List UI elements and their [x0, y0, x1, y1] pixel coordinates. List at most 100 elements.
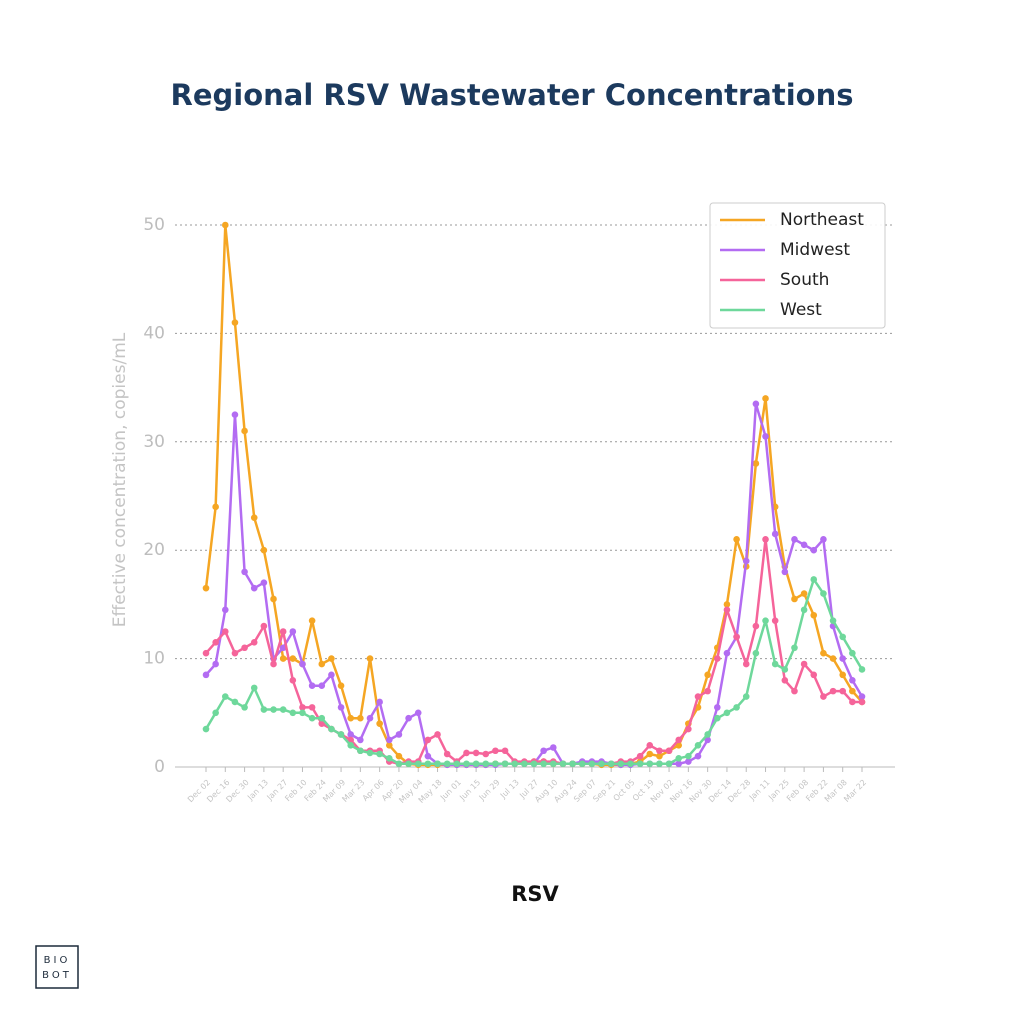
- data-point: [501, 760, 509, 768]
- data-point: [675, 742, 683, 749]
- data-point: [405, 760, 412, 768]
- data-point: [617, 760, 625, 768]
- data-point: [318, 660, 326, 668]
- data-point: [646, 750, 654, 758]
- y-tick-label: 20: [143, 540, 165, 560]
- data-point: [347, 736, 355, 744]
- data-point: [858, 693, 866, 700]
- data-point: [636, 752, 644, 760]
- data-point: [202, 671, 210, 679]
- data-point: [791, 644, 798, 652]
- data-point: [656, 760, 663, 768]
- data-point: [540, 760, 547, 768]
- data-point: [289, 676, 297, 684]
- data-point: [810, 546, 818, 554]
- legend-label: West: [780, 300, 822, 320]
- data-point: [829, 655, 837, 662]
- data-point: [598, 760, 605, 768]
- data-point: [221, 628, 229, 635]
- data-point: [820, 649, 827, 657]
- data-point: [299, 704, 306, 711]
- data-point: [202, 725, 210, 733]
- chart-title: Regional RSV Wastewater Concentrations: [171, 78, 854, 112]
- data-point: [299, 660, 306, 668]
- y-axis-label: Effective concentration, copies/mL: [110, 332, 130, 627]
- data-point: [376, 750, 383, 758]
- data-point: [241, 427, 248, 435]
- data-point: [385, 736, 393, 744]
- data-point: [675, 760, 683, 768]
- data-point: [270, 660, 277, 668]
- data-point: [849, 676, 856, 684]
- data-point: [723, 649, 731, 657]
- data-point: [704, 687, 711, 695]
- data-point: [337, 682, 345, 689]
- data-point: [829, 617, 837, 624]
- x-tick-label: Jan 13: [245, 778, 270, 803]
- data-point: [212, 639, 219, 646]
- data-point: [675, 736, 683, 744]
- data-point: [395, 760, 403, 768]
- data-point: [221, 693, 229, 700]
- data-point: [472, 749, 480, 757]
- data-point: [839, 633, 847, 641]
- data-point: [366, 655, 374, 662]
- data-point: [820, 590, 827, 597]
- data-point: [578, 760, 586, 768]
- data-point: [299, 709, 306, 717]
- x-axis-label: RSV: [511, 882, 559, 906]
- data-point: [858, 698, 866, 706]
- data-point: [221, 606, 229, 614]
- data-point: [791, 595, 798, 603]
- data-point: [328, 725, 335, 733]
- data-point: [308, 714, 316, 722]
- x-tick-label: Jun 15: [457, 778, 482, 803]
- data-point: [800, 660, 808, 668]
- data-point: [318, 714, 326, 722]
- logo-box: [35, 945, 79, 989]
- data-point: [800, 590, 808, 597]
- data-point: [762, 536, 769, 543]
- data-point: [752, 622, 760, 630]
- data-point: [443, 760, 451, 768]
- data-point: [337, 704, 345, 711]
- data-point: [540, 747, 547, 755]
- data-point: [308, 704, 316, 711]
- data-point: [791, 687, 798, 695]
- data-point: [733, 633, 740, 641]
- data-point: [607, 760, 615, 768]
- data-point: [250, 684, 258, 692]
- data-point: [357, 714, 364, 722]
- data-point: [328, 671, 335, 679]
- legend-box: [709, 202, 886, 329]
- data-point: [434, 760, 441, 768]
- data-point: [492, 747, 499, 755]
- legend-label: Midwest: [780, 240, 850, 260]
- data-point: [347, 742, 355, 749]
- data-point: [762, 617, 769, 624]
- data-point: [414, 709, 422, 717]
- data-point: [385, 755, 393, 762]
- series-line: [204, 578, 864, 765]
- data-point: [713, 655, 721, 662]
- y-tick-label: 0: [154, 757, 165, 777]
- data-point: [646, 742, 654, 749]
- data-point: [559, 760, 567, 768]
- data-point: [482, 750, 490, 758]
- data-point: [530, 760, 538, 768]
- x-tick-label: Jun 29: [477, 778, 502, 803]
- data-point: [704, 731, 711, 738]
- data-point: [318, 720, 326, 727]
- data-point: [270, 595, 277, 603]
- data-point: [241, 644, 248, 652]
- data-point: [385, 742, 393, 749]
- data-point: [424, 760, 432, 768]
- data-point: [231, 411, 239, 419]
- logo-text: BOT: [42, 970, 72, 981]
- data-point: [569, 760, 576, 768]
- data-point: [549, 744, 557, 751]
- data-point: [646, 760, 654, 768]
- data-point: [308, 682, 316, 689]
- data-point: [781, 676, 789, 684]
